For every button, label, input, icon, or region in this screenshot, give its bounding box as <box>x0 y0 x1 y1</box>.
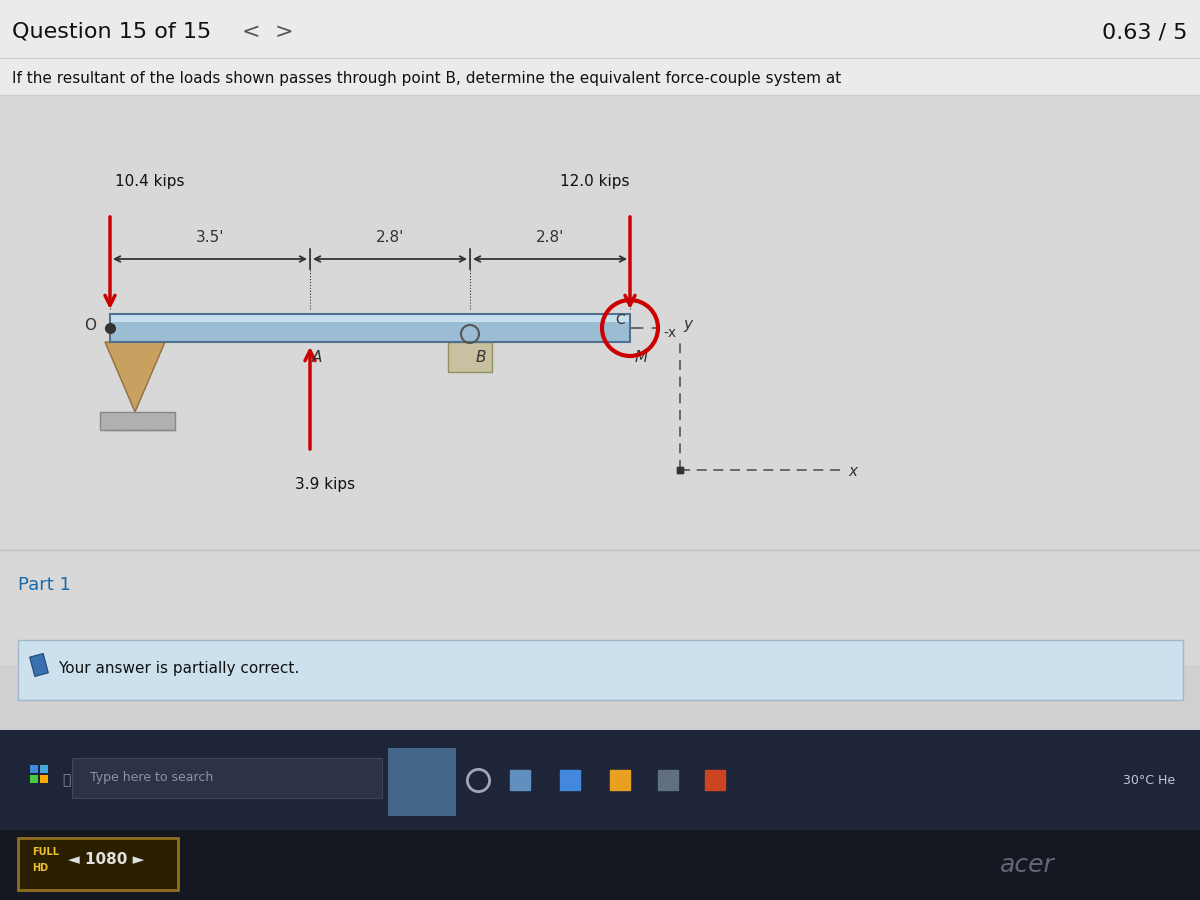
Text: Question 15 of 15: Question 15 of 15 <box>12 22 211 42</box>
Bar <box>110 319 630 342</box>
Text: Your answer is partially correct.: Your answer is partially correct. <box>58 661 299 676</box>
Bar <box>30 765 38 773</box>
Bar <box>40 775 48 783</box>
Bar <box>388 748 456 816</box>
Text: 30°C He: 30°C He <box>1123 773 1175 787</box>
Bar <box>18 838 178 890</box>
Text: M: M <box>635 350 648 365</box>
Bar <box>0 0 1200 95</box>
Text: 2.8': 2.8' <box>536 230 564 245</box>
Text: y: y <box>684 317 692 332</box>
Text: 2.8': 2.8' <box>376 230 404 245</box>
Text: <: < <box>242 22 260 42</box>
Text: acer: acer <box>1000 853 1055 877</box>
Text: If the resultant of the loads shown passes through point B, determine the equiva: If the resultant of the loads shown pass… <box>12 70 841 86</box>
Text: B: B <box>476 350 486 365</box>
Text: 3.5': 3.5' <box>196 230 224 245</box>
Text: ⌕: ⌕ <box>62 773 71 787</box>
Bar <box>72 758 382 798</box>
Bar <box>30 653 48 677</box>
Text: FULL: FULL <box>32 847 59 857</box>
Text: ◄ 1080 ►: ◄ 1080 ► <box>68 852 144 868</box>
Bar <box>40 765 48 773</box>
Bar <box>110 314 630 322</box>
Text: C: C <box>616 313 625 327</box>
Text: 3.9 kips: 3.9 kips <box>295 477 355 492</box>
Bar <box>110 314 630 342</box>
Text: 12.0 kips: 12.0 kips <box>560 174 630 189</box>
Bar <box>100 412 175 430</box>
Text: -x: -x <box>662 326 676 340</box>
Bar <box>448 342 492 372</box>
Text: O: O <box>84 319 96 334</box>
Polygon shape <box>106 342 166 412</box>
Text: 10.4 kips: 10.4 kips <box>115 174 185 189</box>
Text: Part 1: Part 1 <box>18 576 71 594</box>
Text: Type here to search: Type here to search <box>90 771 214 785</box>
Text: x: x <box>848 464 857 480</box>
Bar <box>30 775 38 783</box>
Text: 0.63 / 5: 0.63 / 5 <box>1103 22 1188 42</box>
Bar <box>0 830 1200 900</box>
Bar <box>110 337 630 342</box>
Text: >: > <box>275 22 294 42</box>
Bar <box>0 730 1200 830</box>
Bar <box>18 640 1183 700</box>
Text: HD: HD <box>32 863 48 873</box>
Bar <box>0 95 1200 665</box>
Text: A: A <box>312 350 323 365</box>
